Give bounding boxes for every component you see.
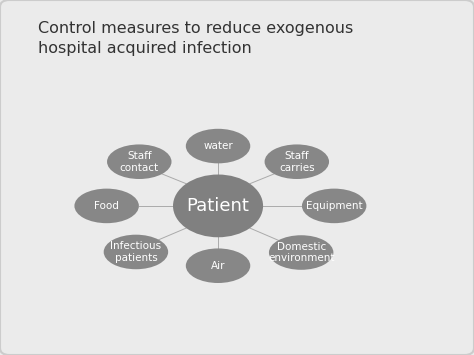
Text: Staff
carries: Staff carries: [279, 151, 315, 173]
Ellipse shape: [186, 129, 250, 163]
Ellipse shape: [269, 235, 333, 270]
Ellipse shape: [302, 189, 366, 223]
Ellipse shape: [104, 235, 168, 269]
Text: Patient: Patient: [187, 197, 249, 215]
Text: Equipment: Equipment: [306, 201, 363, 211]
Ellipse shape: [186, 248, 250, 283]
Ellipse shape: [74, 189, 139, 223]
Text: Staff
contact: Staff contact: [120, 151, 159, 173]
Ellipse shape: [264, 144, 329, 179]
Text: Air: Air: [211, 261, 225, 271]
Text: Domestic
environment: Domestic environment: [268, 242, 335, 263]
Text: Infectious
patients: Infectious patients: [110, 241, 162, 263]
Text: Food: Food: [94, 201, 119, 211]
Ellipse shape: [173, 175, 263, 237]
Text: Control measures to reduce exogenous
hospital acquired infection: Control measures to reduce exogenous hos…: [38, 21, 353, 56]
Text: water: water: [203, 141, 233, 151]
Ellipse shape: [107, 144, 172, 179]
